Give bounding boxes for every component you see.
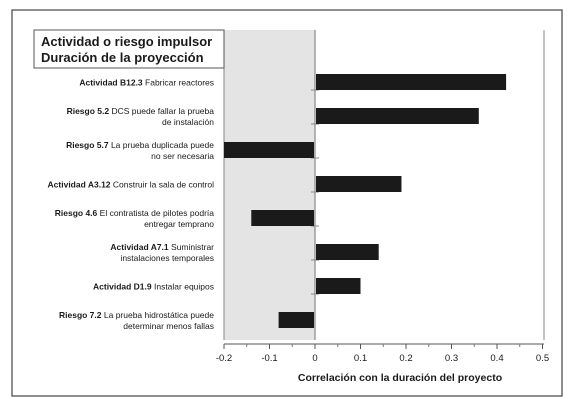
category-labels: Actividad B12.3 Fabricar reactores Riesgo… (48, 78, 215, 332)
category-id: Riesgo 4.6 (55, 208, 100, 218)
x-tick-label: 0 (312, 353, 317, 364)
category-label: entregar temprano (144, 219, 214, 229)
category-id: Riesgo 5.2 (67, 106, 112, 116)
category-label: Riesgo 5.7 La prueba duplicada puede (66, 140, 214, 150)
x-axis-label: Correlación con la duración del proyecto (298, 372, 502, 384)
x-tick-label: 0.1 (354, 353, 367, 364)
category-description: Instalar equipos (154, 282, 214, 292)
x-tick-label: 0.2 (399, 353, 412, 364)
category-id: Actividad A3.12 (48, 180, 113, 190)
category-id: Actividad D1.9 (93, 282, 154, 292)
x-tick-label: 0.4 (490, 353, 503, 364)
category-description: determinar menos fallas (123, 321, 214, 331)
x-tick-label: 0.5 (536, 353, 549, 364)
negative-region-shade (224, 30, 315, 340)
category-label: de instalación (162, 117, 214, 127)
category-label: Actividad D1.9 Instalar equipos (93, 282, 214, 292)
x-tick-label: -0.2 (216, 353, 232, 364)
category-description: Construir la sala de control (113, 180, 214, 190)
category-label: Actividad A3.12 Construir la sala de con… (48, 180, 215, 190)
bar (316, 176, 402, 192)
category-description: de instalación (162, 117, 214, 127)
x-tick-label: -0.1 (261, 353, 277, 364)
category-label: Riesgo 4.6 El contratista de pilotes pod… (55, 208, 215, 218)
chart-title: Actividad o riesgo impulsor (41, 34, 212, 49)
bar (316, 74, 507, 90)
category-id: Riesgo 7.2 (59, 310, 104, 320)
category-id: Actividad A7.1 (110, 242, 171, 252)
category-description: La prueba duplicada puede (111, 140, 214, 150)
category-description: Suministrar (171, 242, 214, 252)
category-label: instalaciones temporales (120, 253, 214, 263)
bar (316, 278, 361, 294)
bars (224, 74, 507, 328)
category-label: no ser necesaria (151, 151, 214, 161)
category-description: instalaciones temporales (120, 253, 214, 263)
category-description: El contratista de pilotes podría (100, 208, 215, 218)
category-description: no ser necesaria (151, 151, 214, 161)
category-description: Fabricar reactores (145, 78, 214, 88)
bar (278, 312, 314, 328)
category-label: Riesgo 5.2 DCS puede fallar la prueba (67, 106, 215, 116)
bar (316, 244, 379, 260)
bar (224, 142, 314, 158)
plot-background (223, 30, 545, 340)
category-label: Riesgo 7.2 La prueba hidrostática puede (59, 310, 214, 320)
category-id: Actividad B12.3 (79, 78, 145, 88)
category-label: determinar menos fallas (123, 321, 214, 331)
category-label: Actividad B12.3 Fabricar reactores (79, 78, 214, 88)
bar (251, 210, 314, 226)
category-label: Actividad A7.1 Suministrar (110, 242, 214, 252)
x-axis: -0.2 -0.1 0 0.1 0.2 0.3 0.4 0.5 (216, 343, 549, 364)
category-description: La prueba hidrostática puede (104, 310, 214, 320)
chart-subtitle: Duración de la proyección (41, 50, 204, 65)
category-description: DCS puede fallar la prueba (111, 106, 214, 116)
category-id: Riesgo 5.7 (66, 140, 111, 150)
category-description: entregar temprano (144, 219, 214, 229)
bar (316, 108, 479, 124)
title-box (33, 29, 225, 69)
x-tick-label: 0.3 (445, 353, 458, 364)
